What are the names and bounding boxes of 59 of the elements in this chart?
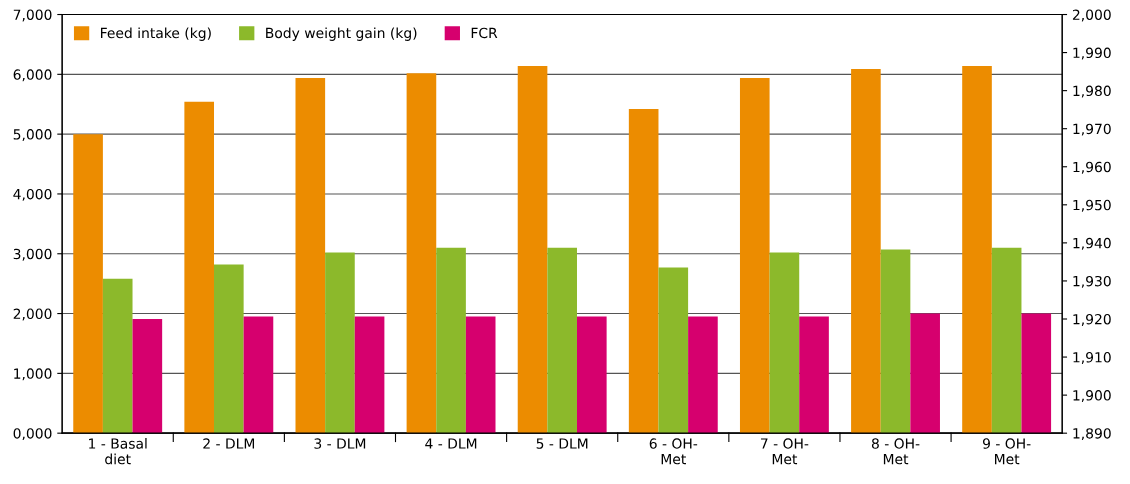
bar bbox=[102, 278, 133, 434]
y2-tick-label: 1,900 bbox=[1073, 390, 1111, 403]
bar bbox=[739, 77, 770, 434]
bar bbox=[73, 134, 103, 434]
y2-tick-label: 1,910 bbox=[1073, 352, 1111, 364]
x-tick-label: 3 - DLM bbox=[314, 438, 366, 449]
x-tick-label: 7 - OH- Met bbox=[761, 438, 809, 465]
x-tick-label: 5 - DLM bbox=[536, 438, 588, 449]
bar bbox=[628, 109, 659, 434]
x-tick-label: 9 - OH- Met bbox=[982, 438, 1031, 465]
bar bbox=[517, 65, 548, 434]
x-tick-label: 8 - OH- Met bbox=[871, 438, 920, 465]
bar bbox=[658, 267, 689, 434]
y-tick-label: 6,000 bbox=[13, 69, 52, 82]
legend-label: Body weight gain (kg) bbox=[266, 27, 417, 41]
bar bbox=[325, 252, 355, 434]
bar bbox=[799, 316, 829, 434]
bar bbox=[295, 77, 326, 434]
y2-tick-label: 1,960 bbox=[1073, 161, 1111, 174]
y-tick-label: 5,000 bbox=[13, 129, 52, 142]
bar bbox=[132, 318, 163, 434]
bar bbox=[962, 65, 992, 434]
y2-tick-label: 1,940 bbox=[1073, 237, 1111, 250]
bar bbox=[991, 247, 1022, 434]
bar bbox=[406, 73, 437, 434]
x-tick-label: 4 - DLM bbox=[425, 438, 477, 449]
x-tick-label: 1 - Basal diet bbox=[89, 438, 147, 465]
bar bbox=[243, 316, 274, 434]
bar bbox=[880, 249, 911, 434]
y2-tick-label: 1,920 bbox=[1073, 313, 1111, 326]
y2-tick-label: 2,000 bbox=[1072, 9, 1111, 22]
y2-tick-label: 1,890 bbox=[1073, 428, 1111, 441]
bar bbox=[436, 247, 466, 434]
bar bbox=[1021, 313, 1052, 434]
bar bbox=[547, 247, 577, 434]
legend-label: Feed intake (kg) bbox=[101, 27, 211, 41]
y2-tick-label: 1,980 bbox=[1073, 85, 1111, 98]
x-tick-label: 6 - OH- Met bbox=[649, 438, 698, 465]
x-tick-label: 2 - DLM bbox=[203, 438, 255, 449]
bar bbox=[769, 252, 800, 434]
y-tick-label: 1,000 bbox=[14, 368, 52, 381]
y-tick-label: 2,000 bbox=[13, 308, 52, 321]
bar bbox=[214, 264, 244, 434]
y2-tick-label: 1,930 bbox=[1073, 275, 1111, 288]
y-tick-label: 3,000 bbox=[13, 248, 52, 261]
bar bbox=[576, 316, 607, 434]
bar bbox=[184, 101, 215, 434]
bar bbox=[910, 313, 940, 434]
y-tick-label: 7,000 bbox=[13, 9, 52, 22]
y-tick-label: 4,000 bbox=[13, 188, 52, 201]
legend-label: FCR bbox=[471, 27, 498, 39]
y2-tick-label: 1,970 bbox=[1073, 123, 1111, 136]
y-tick-label: 0,000 bbox=[13, 428, 52, 441]
bar bbox=[354, 316, 385, 434]
y2-tick-label: 1,950 bbox=[1073, 199, 1111, 212]
bar bbox=[851, 68, 881, 434]
y2-tick-label: 1,990 bbox=[1073, 47, 1111, 60]
bar bbox=[465, 316, 496, 434]
bar bbox=[688, 316, 718, 434]
